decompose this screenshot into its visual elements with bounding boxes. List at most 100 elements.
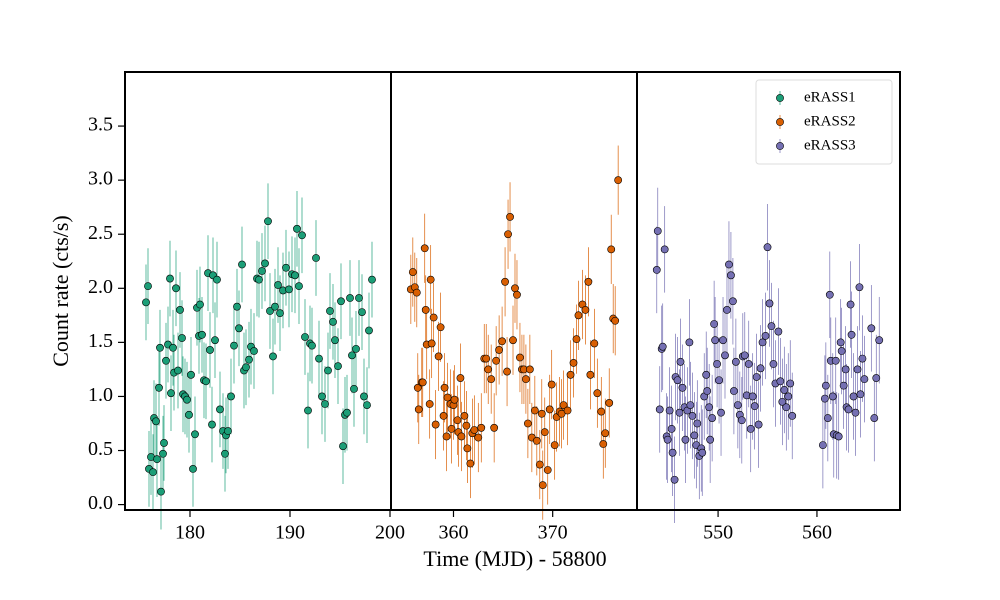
panel: 360 370 xyxy=(390,71,638,544)
point xyxy=(363,401,371,409)
point xyxy=(501,277,509,286)
point xyxy=(715,376,723,385)
point xyxy=(261,259,269,268)
point xyxy=(754,420,763,429)
point xyxy=(668,448,677,457)
point xyxy=(746,424,755,433)
x-tick-label: 200 xyxy=(375,522,405,544)
point xyxy=(780,386,789,394)
point xyxy=(733,401,742,409)
point xyxy=(439,412,448,420)
point xyxy=(343,408,351,417)
point xyxy=(872,374,881,382)
point xyxy=(655,405,664,414)
point xyxy=(653,227,662,235)
point xyxy=(355,294,363,302)
point xyxy=(368,275,376,284)
point xyxy=(559,401,568,409)
point xyxy=(727,271,735,280)
point xyxy=(308,341,316,350)
panel: 550 560 xyxy=(636,71,901,544)
point xyxy=(509,336,517,345)
point xyxy=(681,435,690,444)
point xyxy=(352,344,360,353)
legend-marker xyxy=(776,142,784,150)
point xyxy=(537,409,546,418)
point xyxy=(159,449,167,458)
point xyxy=(786,379,795,388)
legend-label: eRASS2 xyxy=(804,113,856,129)
point xyxy=(144,282,152,291)
point xyxy=(298,231,306,240)
point xyxy=(823,414,832,422)
point xyxy=(678,383,687,392)
point xyxy=(155,383,163,392)
point xyxy=(740,351,749,360)
point xyxy=(584,277,593,286)
point xyxy=(418,378,427,387)
point xyxy=(414,405,423,414)
point xyxy=(851,408,860,417)
point xyxy=(698,448,707,457)
point xyxy=(782,403,791,412)
point xyxy=(198,330,206,339)
point xyxy=(456,374,465,382)
y-tick-label: 0.5 xyxy=(88,438,113,460)
point xyxy=(703,387,712,395)
point xyxy=(523,419,532,428)
point xyxy=(187,370,195,379)
point xyxy=(658,342,667,351)
point xyxy=(614,176,623,185)
point xyxy=(831,356,840,365)
point xyxy=(436,323,445,332)
point xyxy=(506,213,514,221)
point xyxy=(185,410,193,419)
point xyxy=(774,327,783,336)
point xyxy=(717,408,725,417)
point xyxy=(324,366,332,375)
point xyxy=(304,406,312,415)
point xyxy=(477,423,486,432)
point xyxy=(686,401,695,409)
point xyxy=(599,440,608,448)
point xyxy=(513,290,521,299)
point xyxy=(206,346,214,354)
point xyxy=(611,316,620,325)
point xyxy=(269,352,277,361)
point xyxy=(235,324,243,333)
x-tick-label: 560 xyxy=(802,522,832,544)
point xyxy=(202,377,210,386)
legend-marker xyxy=(776,118,784,126)
point xyxy=(607,245,616,254)
point xyxy=(492,356,501,365)
point xyxy=(412,288,421,297)
point xyxy=(511,284,519,293)
point xyxy=(705,403,714,412)
point xyxy=(543,466,552,474)
point xyxy=(331,336,339,345)
point xyxy=(211,336,219,345)
y-tick-label: 0.0 xyxy=(88,492,113,514)
point xyxy=(574,311,583,320)
point xyxy=(605,399,614,407)
y-axis-label: Count rate (cts/s) xyxy=(48,215,73,367)
legend-label: eRASS3 xyxy=(804,137,856,153)
point xyxy=(420,244,429,253)
point xyxy=(708,414,717,422)
point xyxy=(690,431,699,440)
point xyxy=(504,230,512,239)
x-axis-label: Time (MJD) - 58800 xyxy=(423,546,606,571)
point xyxy=(474,433,483,442)
point xyxy=(837,347,846,355)
point xyxy=(208,420,216,429)
point xyxy=(264,217,272,226)
point xyxy=(470,426,479,434)
point xyxy=(849,392,858,401)
point xyxy=(756,364,765,373)
point xyxy=(581,306,590,314)
point xyxy=(463,444,472,453)
point xyxy=(301,333,309,341)
point xyxy=(706,435,715,444)
point xyxy=(427,339,436,348)
point xyxy=(152,417,160,426)
